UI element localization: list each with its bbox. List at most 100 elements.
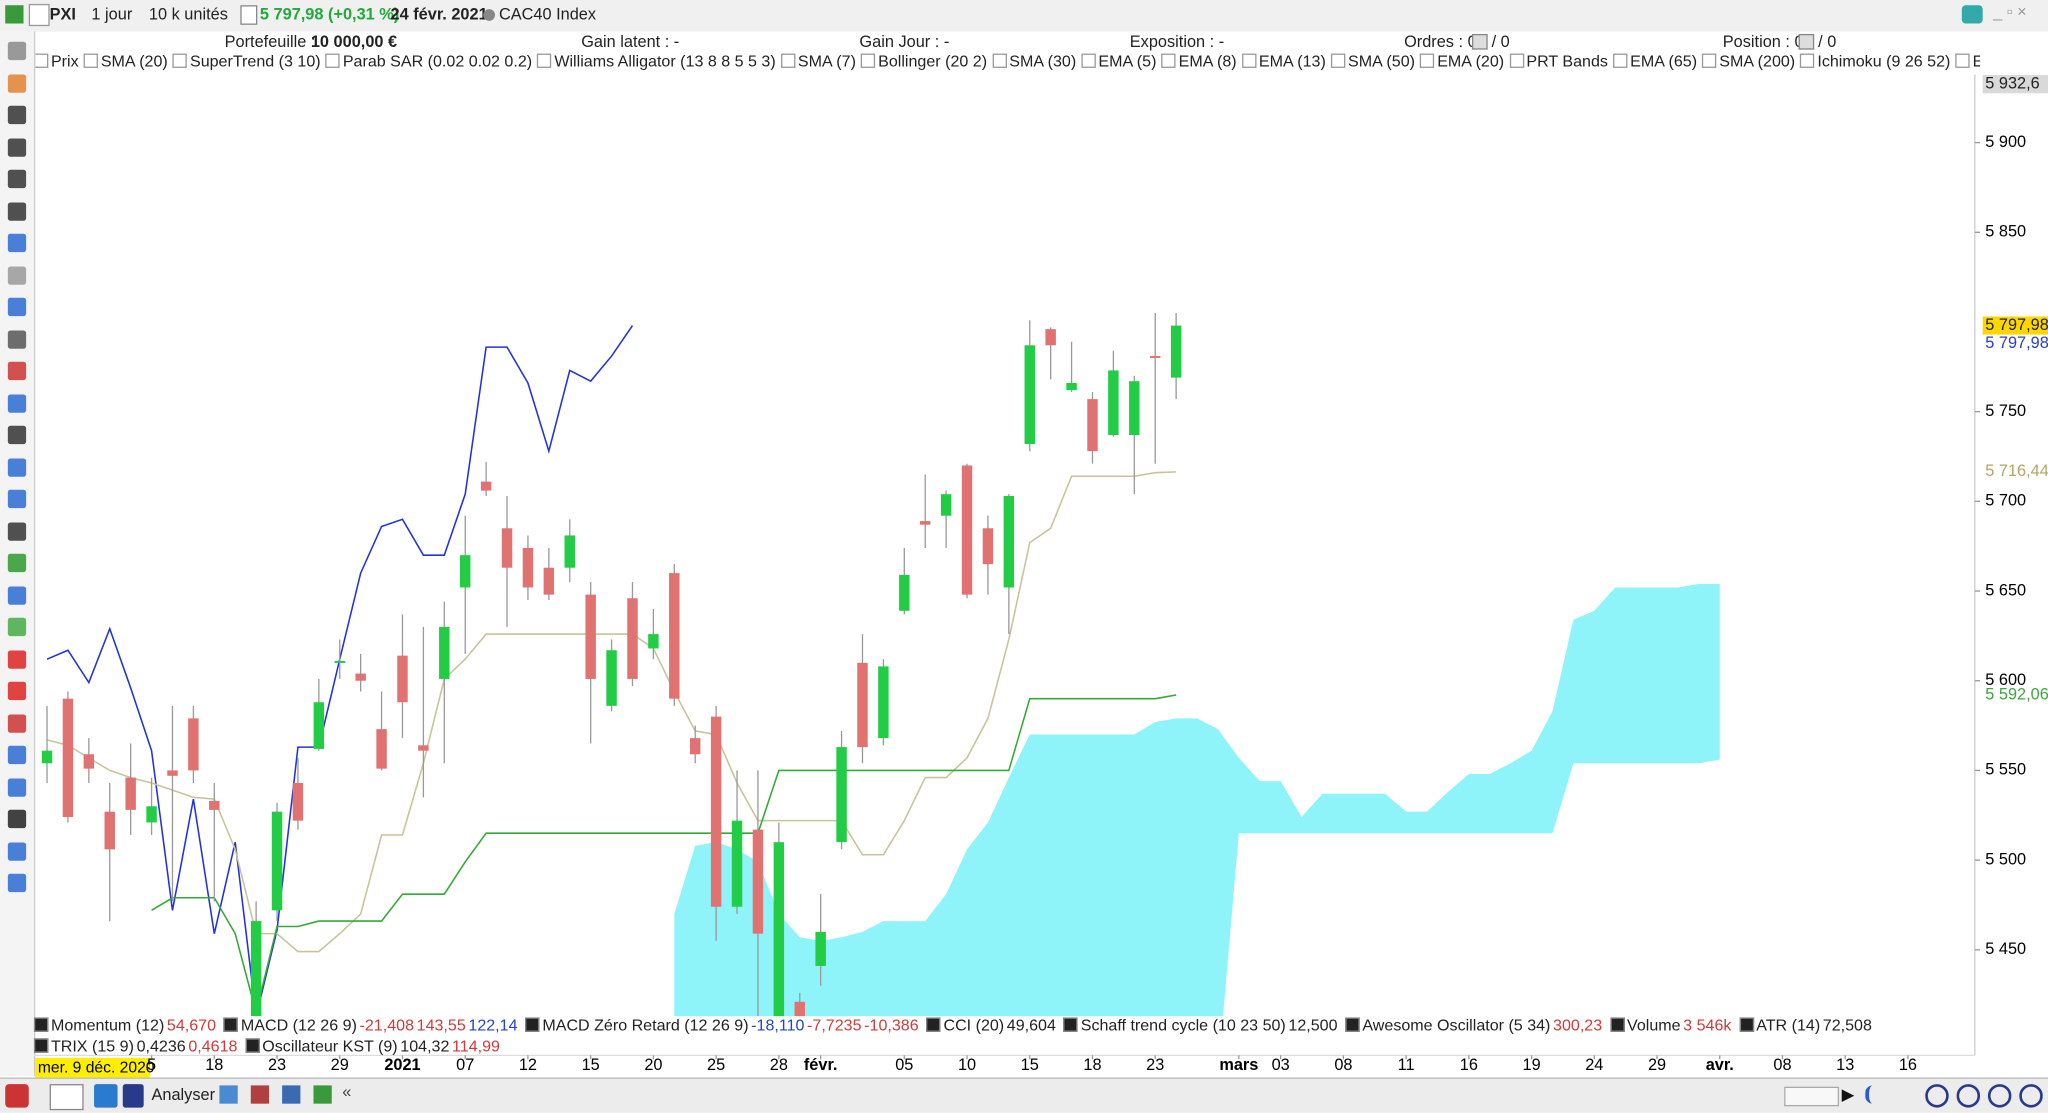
indicator-toggle[interactable]: Williams Alligator (13 8 8 5 5 3) — [537, 52, 776, 73]
tool-button[interactable] — [282, 1085, 301, 1104]
units-select[interactable]: 10 k unités — [148, 5, 228, 24]
plot-area — [41, 313, 1720, 1017]
tool-button[interactable] — [7, 233, 27, 253]
share-button[interactable] — [94, 1084, 118, 1108]
tool-button[interactable] — [313, 1085, 332, 1104]
scroll-right[interactable]: ▶ — [1841, 1085, 1855, 1104]
price-tag-box — [1982, 334, 2048, 354]
oscillator-name: MACD Zéro Retard (12 26 9) — [542, 1016, 749, 1035]
collapse-button[interactable]: « — [342, 1082, 352, 1102]
scrollbar[interactable] — [1784, 1086, 1840, 1107]
tool-button[interactable] — [7, 137, 27, 157]
indicator-toggle[interactable]: EMA (13) — [1241, 52, 1326, 73]
tool-button[interactable] — [7, 713, 27, 733]
tool-button[interactable] — [250, 1085, 270, 1104]
tool-button[interactable] — [7, 521, 27, 541]
indicator-toggle[interactable]: Bollinger (20 2) — [861, 52, 987, 73]
indicator-toggle[interactable]: Ichimoku (9 26 52) — [1800, 52, 1950, 73]
tool-button[interactable] — [7, 649, 27, 669]
candle-body — [815, 931, 826, 966]
indicator-toggle[interactable]: PRT Bands — [1509, 52, 1608, 73]
refresh-button[interactable] — [1961, 5, 1983, 24]
price-tag-label: 5 797,98 — [1985, 334, 2048, 352]
indicator-toggle[interactable]: SMA (7) — [780, 52, 856, 73]
tool-button[interactable] — [7, 73, 27, 93]
indicator-toggle[interactable]: SMA (20) — [83, 52, 168, 73]
indicator-toggle[interactable]: EMA (20) — [1420, 52, 1504, 73]
window-controls[interactable]: _ ▫ × — [1993, 2, 2027, 21]
tool-button[interactable] — [7, 553, 27, 573]
tool-button[interactable] — [7, 489, 27, 509]
undo-button[interactable] — [1865, 1085, 1887, 1104]
tool-button[interactable] — [7, 777, 27, 797]
oscillator: Schaff trend cycle (10 23 50) 12,500 — [1063, 1016, 1338, 1035]
tool-button[interactable] — [7, 745, 27, 765]
oscillator-value: 12,500 — [1288, 1016, 1338, 1035]
candle-body — [146, 806, 157, 823]
zoom-button[interactable] — [1925, 1084, 1949, 1108]
tool-button[interactable] — [7, 425, 27, 445]
symbol-icon[interactable] — [28, 3, 50, 27]
tool-button[interactable] — [7, 297, 27, 317]
info-icon[interactable] — [240, 5, 258, 25]
tool-button[interactable] — [7, 169, 27, 189]
candle-body — [62, 698, 74, 818]
candle-body — [209, 800, 220, 810]
tool-button[interactable] — [7, 41, 27, 61]
indicator-toggle[interactable]: EMA (5) — [1081, 52, 1156, 73]
tool-button[interactable] — [7, 105, 27, 125]
oscillator-name: Schaff trend cycle (10 23 50) — [1080, 1016, 1286, 1035]
candle-body — [836, 747, 847, 843]
indicator-toggle[interactable]: EMA (10) — [1955, 52, 1980, 73]
indicator-toggle[interactable]: Prix — [33, 52, 79, 73]
checkbox — [1420, 53, 1435, 68]
zoom-in-button[interactable] — [1987, 1084, 2012, 1108]
indicator-toggle[interactable]: SMA (50) — [1331, 52, 1415, 73]
orders-icon[interactable] — [1471, 33, 1488, 50]
candle-body — [1170, 325, 1182, 378]
tool-button[interactable] — [7, 841, 27, 861]
oscillator-name: Oscillateur KST (9) — [262, 1036, 398, 1055]
indicator-label: EMA (65) — [1630, 52, 1698, 71]
tool-button[interactable] — [7, 617, 27, 637]
position-icon[interactable] — [1798, 33, 1815, 50]
indicator-toggle[interactable]: EMA (8) — [1161, 52, 1237, 73]
period-select[interactable]: 1 jour — [91, 5, 133, 24]
app-icon[interactable] — [5, 5, 24, 24]
tool-button[interactable] — [7, 457, 27, 477]
oscillator-value: 122,14 — [468, 1016, 518, 1035]
tool-button[interactable] — [7, 393, 27, 413]
day-gain: Gain Jour : - — [859, 32, 950, 51]
symbol[interactable]: PXI — [49, 5, 76, 24]
alert-button[interactable] — [5, 1084, 29, 1108]
status-dot — [483, 9, 496, 21]
tool-button[interactable] — [7, 361, 27, 381]
y-tick-label: 5 450 — [1985, 940, 2026, 958]
indicator-label: SMA (20) — [100, 52, 168, 71]
indicator-toggle[interactable]: Parab SAR (0.02 0.02 0.2) — [325, 52, 532, 73]
indicator-toggle[interactable]: SMA (200) — [1702, 52, 1795, 73]
tool-button[interactable] — [7, 585, 27, 605]
x-tick-label: 10 — [958, 1056, 976, 1074]
tool-button[interactable] — [219, 1085, 238, 1104]
checkbox — [1081, 53, 1096, 68]
indicator-toggle[interactable]: EMA (65) — [1613, 52, 1697, 73]
tool-button[interactable] — [7, 265, 27, 285]
zoom-reset-button[interactable] — [2019, 1084, 2043, 1108]
tool-button[interactable] — [7, 809, 27, 829]
candle-body — [669, 573, 680, 699]
tool-button[interactable] — [7, 873, 27, 893]
indicator-label: EMA (5) — [1098, 52, 1157, 71]
tool-button[interactable] — [7, 329, 27, 349]
tool-button[interactable] — [7, 201, 27, 221]
indicator-toggle[interactable]: SuperTrend (3 10) — [172, 52, 321, 73]
checkbox — [1161, 53, 1177, 68]
tool-button[interactable] — [7, 681, 27, 701]
indicator-toggle[interactable]: SMA (30) — [992, 52, 1076, 73]
x-tick-label: 5 — [147, 1056, 156, 1074]
chart-type-button[interactable] — [49, 1084, 84, 1111]
analyse-button[interactable]: Analyser — [151, 1085, 216, 1104]
zoom-out-button[interactable] — [1956, 1084, 1981, 1108]
layout-button[interactable] — [122, 1084, 144, 1108]
